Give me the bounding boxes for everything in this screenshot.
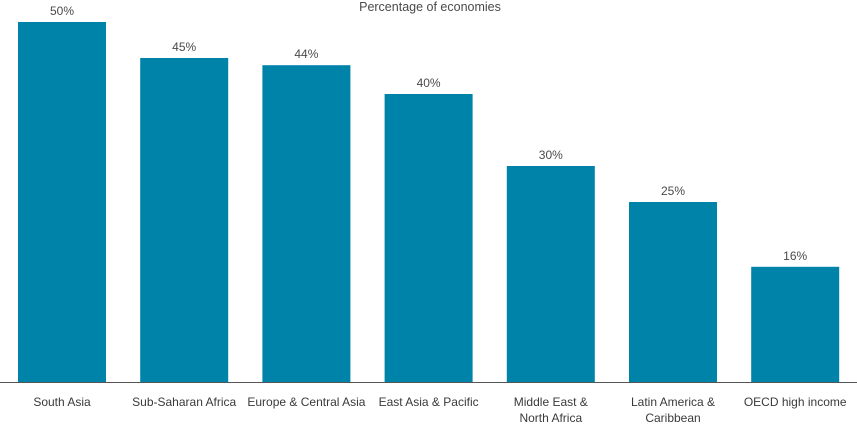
- x-tick-labels-group: South Asia Sub-Saharan Africa Europe & Cen…: [33, 395, 847, 424]
- x-tick-label-1-line-0: Sub-Saharan Africa: [132, 395, 236, 409]
- x-tick-label-2: Europe & Central Asia: [247, 395, 365, 409]
- data-labels-group: 50% 45% 44% 40% 30% 25% 16%: [50, 4, 808, 263]
- data-label-6: 16%: [783, 249, 807, 263]
- bars-group: [18, 22, 840, 382]
- bar-3: [384, 94, 473, 382]
- bar-0: [18, 22, 106, 382]
- x-tick-label-5-line-0: Latin America &: [631, 395, 715, 409]
- data-label-2: 44%: [294, 47, 318, 61]
- bar-6: [751, 266, 840, 382]
- data-label-4: 30%: [539, 148, 563, 162]
- x-tick-label-4: Middle East & North Africa: [514, 395, 588, 424]
- x-tick-label-3: East Asia & Pacific: [379, 395, 479, 409]
- data-label-5: 25%: [661, 184, 685, 198]
- x-tick-label-5: Latin America & Caribbean: [631, 395, 715, 424]
- data-label-1: 45%: [172, 40, 196, 54]
- data-label-3: 40%: [417, 76, 441, 90]
- x-tick-label-0-line-0: South Asia: [33, 395, 91, 409]
- x-tick-label-3-line-0: East Asia & Pacific: [379, 395, 479, 409]
- data-label-0: 50%: [50, 4, 74, 18]
- x-tick-label-6-line-0: OECD high income: [744, 395, 847, 409]
- x-tick-label-5-line-1: Caribbean: [645, 411, 700, 424]
- bar-2: [262, 65, 351, 382]
- bar-1: [140, 58, 229, 382]
- chart-title: Percentage of economies: [359, 0, 501, 14]
- bar-4: [506, 166, 595, 382]
- x-tick-label-6: OECD high income: [744, 395, 847, 409]
- x-tick-label-4-line-0: Middle East &: [514, 395, 588, 409]
- x-tick-label-1: Sub-Saharan Africa: [132, 395, 236, 409]
- x-tick-label-2-line-0: Europe & Central Asia: [247, 395, 365, 409]
- x-tick-label-0: South Asia: [33, 395, 91, 409]
- x-tick-label-4-line-1: North Africa: [519, 411, 582, 424]
- bar-5: [629, 202, 717, 382]
